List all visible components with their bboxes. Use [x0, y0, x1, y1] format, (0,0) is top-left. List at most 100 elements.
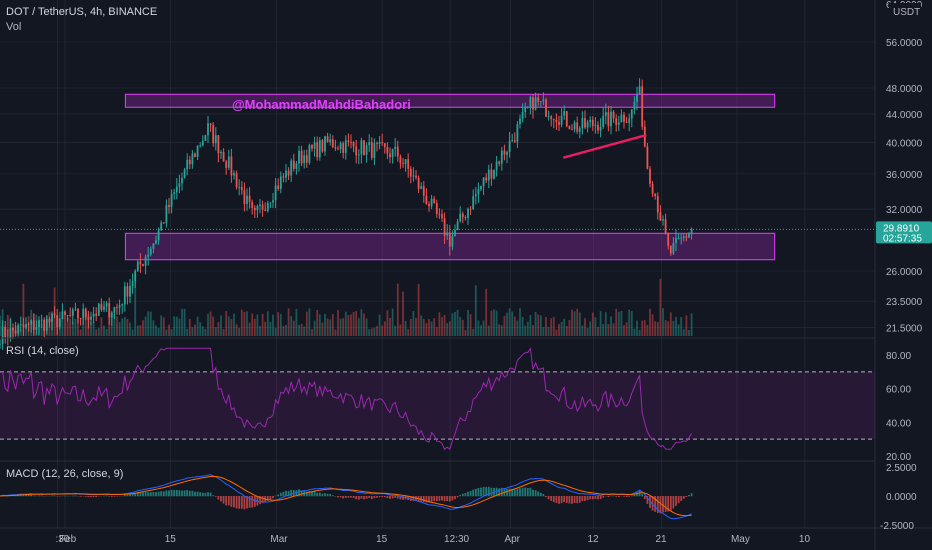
- volume-bar: [599, 311, 602, 336]
- macd-histogram-bar: [365, 496, 368, 499]
- macd-histogram-bar: [539, 492, 542, 497]
- price-axis-label: 23.5000: [886, 297, 923, 308]
- volume-bar: [313, 320, 316, 336]
- candle-body: [103, 306, 105, 310]
- volume-bar: [95, 329, 98, 336]
- candle-body: [110, 312, 113, 318]
- candle-body: [344, 140, 347, 153]
- candle-body: [654, 193, 657, 197]
- volume-bar: [157, 327, 160, 336]
- volume-title[interactable]: Vol: [6, 21, 22, 33]
- rsi-band: [0, 371, 875, 440]
- candle-body: [428, 204, 430, 207]
- volume-bar: [532, 325, 534, 336]
- macd-histogram-bar: [287, 490, 290, 497]
- volume-bar: [620, 310, 623, 336]
- symbol-title[interactable]: DOT / TetherUS, 4h, BINANCE: [6, 6, 158, 18]
- currency-box: [889, 3, 921, 19]
- candle-body: [664, 219, 667, 234]
- macd-title[interactable]: MACD (12, 26, close, 9): [6, 468, 124, 480]
- macd-histogram-bar: [40, 495, 43, 497]
- macd-histogram-bar: [630, 495, 633, 497]
- macd-histogram-bar: [149, 492, 152, 497]
- volume-bar: [646, 324, 649, 336]
- volume-bar: [243, 311, 246, 336]
- macd-histogram-bar: [240, 496, 243, 509]
- trendline[interactable]: [562, 133, 647, 159]
- macd-histogram-bar: [225, 496, 228, 506]
- candle-body: [139, 261, 142, 265]
- candle-body: [594, 124, 597, 126]
- macd-histogram-bar: [152, 491, 155, 497]
- price-axis-label: 32.0000: [886, 205, 923, 216]
- macd-histogram-bar: [464, 492, 467, 497]
- volume-bar: [196, 316, 199, 336]
- macd-histogram-bar: [589, 496, 592, 500]
- macd-histogram-bar: [555, 496, 558, 504]
- candle-body: [555, 119, 558, 122]
- volume-bar: [326, 318, 329, 336]
- volume-bar: [508, 308, 511, 336]
- macd-histogram-bar: [19, 494, 22, 497]
- volume-bar: [654, 321, 657, 336]
- candle-body: [443, 218, 446, 236]
- volume-bar: [292, 320, 295, 336]
- candle-body: [207, 123, 209, 136]
- volume-bar: [542, 327, 545, 336]
- volume-bar: [539, 315, 542, 336]
- macd-histogram-bar: [165, 490, 168, 497]
- volume-bar: [269, 322, 272, 336]
- macd-histogram-bar: [53, 495, 56, 497]
- macd-histogram-bar: [563, 496, 566, 503]
- macd-histogram-bar: [581, 496, 584, 502]
- candle-body: [513, 140, 516, 142]
- macd-axis-label: 2.5000: [886, 463, 917, 474]
- candle-body: [121, 304, 124, 306]
- macd-histogram-bar: [207, 492, 209, 497]
- macd-histogram-bar: [357, 496, 360, 500]
- candle-body: [389, 153, 391, 158]
- rsi-title[interactable]: RSI (14, close): [6, 345, 79, 357]
- volume-bar: [290, 316, 293, 336]
- candle-body: [482, 177, 485, 187]
- macd-histogram-bar: [313, 491, 316, 497]
- volume-bar: [277, 312, 280, 336]
- macd-histogram-bar: [500, 487, 503, 497]
- candle-body: [615, 118, 618, 125]
- price-axis-label: 40.0000: [886, 138, 923, 149]
- rsi-axis-label: 80.00: [886, 351, 911, 362]
- macd-histogram-bar: [532, 489, 534, 497]
- candle-body: [623, 114, 625, 122]
- macd-signal-line: [0, 475, 692, 517]
- volume-bar: [240, 309, 243, 336]
- candle-body: [675, 238, 677, 243]
- candle-body: [433, 198, 436, 204]
- volume-bar: [253, 318, 256, 336]
- volume-bar: [560, 321, 563, 336]
- candle-body: [363, 140, 365, 155]
- macd-histogram-bar: [560, 496, 563, 504]
- volume-bar: [204, 328, 207, 336]
- last-price-countdown: 02:57:35: [883, 233, 922, 244]
- volume-bar: [630, 311, 633, 336]
- macd-histogram-bar: [474, 488, 477, 497]
- macd-histogram-bar: [669, 496, 672, 511]
- macd-histogram-bar: [594, 496, 597, 500]
- volume-bar: [287, 308, 290, 336]
- candle-body: [360, 140, 363, 155]
- macd-histogram-bar: [485, 487, 488, 497]
- candle-body: [261, 204, 264, 210]
- candle-body: [448, 232, 451, 247]
- candle-body: [500, 150, 503, 164]
- volume-bar: [464, 329, 467, 336]
- volume-bar: [355, 310, 358, 336]
- macd-histogram-bar: [188, 490, 191, 497]
- macd-histogram-bar: [136, 492, 139, 497]
- candle-body: [248, 195, 251, 203]
- macd-histogram-bar: [324, 493, 326, 497]
- macd-histogram-bar: [290, 489, 293, 497]
- macd-histogram-bar: [461, 493, 464, 497]
- volume-bar: [383, 321, 386, 336]
- macd-histogram-bar: [217, 496, 220, 500]
- volume-bar: [279, 313, 282, 336]
